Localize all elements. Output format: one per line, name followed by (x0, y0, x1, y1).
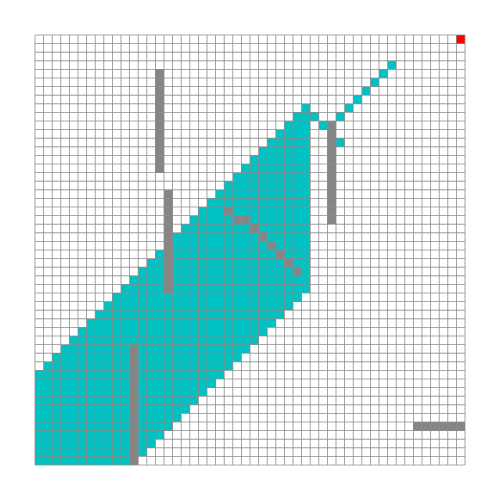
wall-cell (267, 241, 276, 250)
flooded-cell (370, 78, 379, 87)
flooded-column (52, 353, 61, 465)
wall-cell (293, 267, 302, 276)
flooded-cell (336, 112, 345, 121)
flooded-cell (387, 60, 397, 70)
flooded-column (121, 284, 130, 465)
flooded-cell (310, 112, 319, 121)
wall-cell (224, 207, 233, 216)
flooded-column (35, 370, 44, 465)
flooded-column (86, 318, 96, 465)
wall-cell (284, 258, 293, 268)
wall-cell (250, 224, 259, 233)
flooded-cell (336, 138, 345, 147)
wall-cell (241, 215, 250, 225)
marker-cell (456, 35, 465, 44)
flooded-cell (318, 121, 328, 130)
flooded-column (103, 301, 113, 465)
marker-layer (456, 35, 465, 44)
flooded-cell (361, 86, 371, 96)
flooded-cell (379, 69, 388, 78)
wall-cell (232, 215, 242, 225)
wall-cell (258, 232, 268, 242)
flooded-cell (353, 95, 362, 104)
grid-lines (34, 34, 466, 466)
wall-cell (275, 250, 285, 259)
flooded-column (69, 336, 78, 465)
flooded-cell (344, 103, 354, 113)
